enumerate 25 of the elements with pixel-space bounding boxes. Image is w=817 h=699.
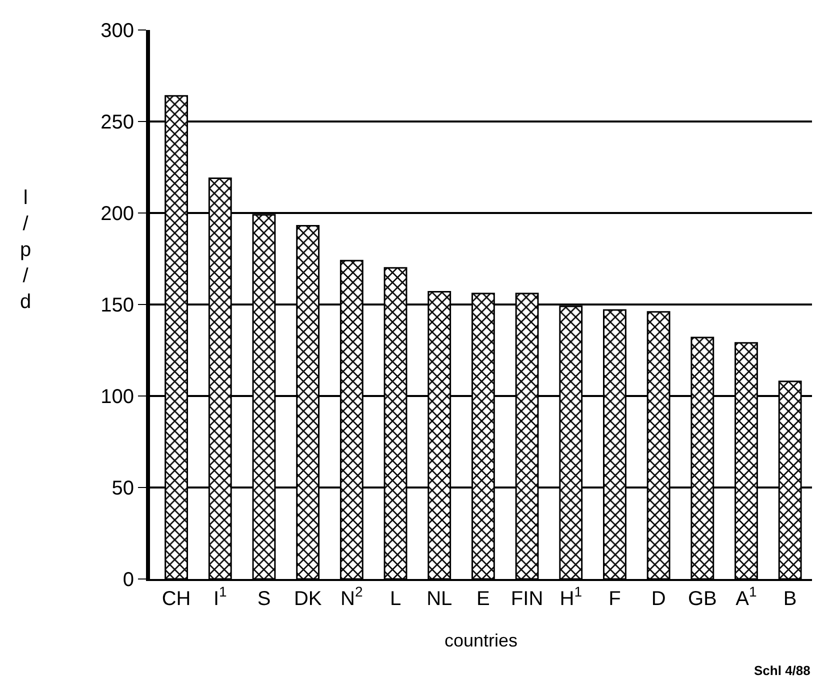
- x-tick-label: A$^{1}$: [736, 584, 758, 610]
- x-axis-title: countries: [444, 630, 518, 651]
- y-tick-label: 300: [100, 20, 134, 42]
- x-tick-label: B: [783, 588, 797, 610]
- y-tick-label: 0: [122, 569, 134, 591]
- x-tick-label: N$^{2}$: [340, 584, 363, 610]
- x-tick-label: L: [390, 588, 402, 610]
- x-tick-label: D: [651, 588, 666, 610]
- text: Schl 4/88: [754, 663, 810, 678]
- x-tick-label: F: [608, 588, 621, 610]
- x-tick-label: S: [257, 588, 271, 610]
- x-tick-label: I$^{1}$: [213, 584, 228, 610]
- y-tick-label: 100: [100, 386, 134, 408]
- x-tick-label: CH: [162, 588, 191, 610]
- x-tick-label: NL: [426, 588, 452, 610]
- y-tick-label: 250: [100, 112, 134, 134]
- x-tick-label: E: [476, 588, 490, 610]
- x-tick-label: FIN: [510, 588, 544, 610]
- y-tick-label: 200: [100, 203, 134, 225]
- x-tick-label: H$^{1}$: [560, 584, 582, 610]
- y-axis-title: l / p / d: [20, 187, 32, 313]
- y-tick-label: 150: [100, 294, 134, 316]
- y-tick-label: 50: [112, 478, 134, 500]
- x-tick-label: DK: [294, 588, 322, 610]
- x-tick-label: GB: [688, 588, 717, 610]
